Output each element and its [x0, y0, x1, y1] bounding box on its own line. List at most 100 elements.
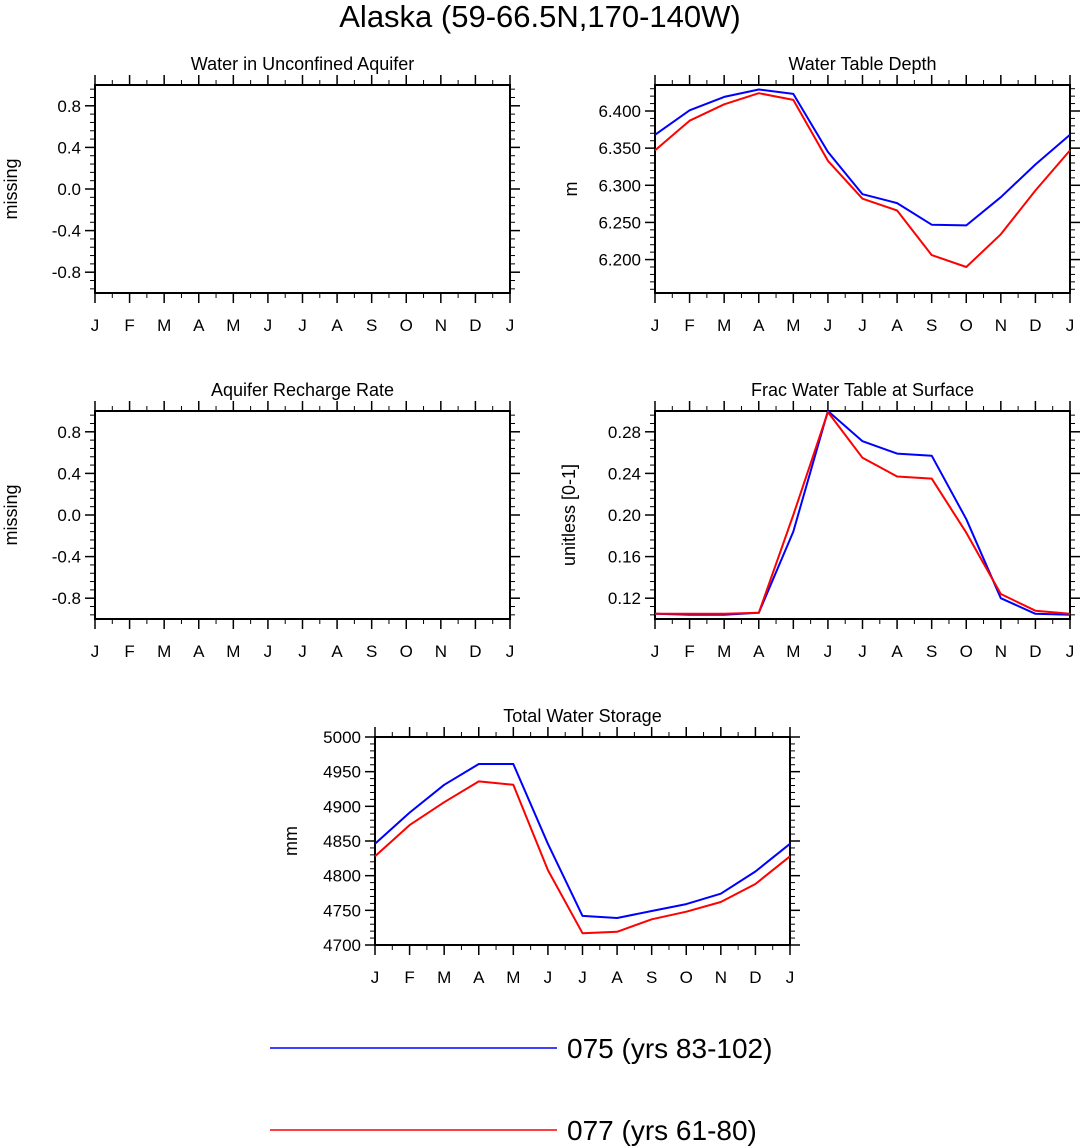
water-in-unconfined-aquifer-x-tick-label: S: [366, 316, 377, 335]
legend-label-077: 077 (yrs 61-80): [567, 1115, 757, 1146]
panel-frac-water-table-at-surface: Frac Water Table at Surface unitless [0-1…: [559, 380, 1080, 661]
total-water-storage-series-077: [374, 780, 791, 935]
panels-container: Water in Unconfined Aquifer missing J F M A M J…: [1, 54, 1080, 987]
frac-water-table-at-surface-x-tick-label: M: [786, 642, 800, 661]
water-table-depth-plot-frame: [654, 84, 1071, 294]
water-table-depth-series-075: [654, 88, 1071, 227]
total-water-storage-series-075: [374, 763, 791, 919]
water-table-depth-x-tick-label: A: [891, 316, 903, 335]
total-water-storage-x-tick-label: J: [371, 968, 380, 987]
water-in-unconfined-aquifer-title: Water in Unconfined Aquifer: [191, 54, 414, 74]
water-in-unconfined-aquifer-x-tick-label: A: [331, 316, 343, 335]
frac-water-table-at-surface-x-tick-label: J: [824, 642, 833, 661]
figure-title: Alaska (59-66.5N,170-140W): [339, 0, 740, 34]
water-table-depth-x-tick-label: O: [960, 316, 973, 335]
frac-water-table-at-surface-x-tick-label: A: [753, 642, 765, 661]
total-water-storage-x-tick-label: A: [611, 968, 623, 987]
frac-water-table-at-surface-x-tick-label: M: [717, 642, 731, 661]
water-in-unconfined-aquifer-x-tick-label: F: [124, 316, 134, 335]
frac-water-table-at-surface-x-tick-label: N: [995, 642, 1007, 661]
total-water-storage-x-tick-label: F: [404, 968, 414, 987]
water-table-depth-x-tick-label: D: [1029, 316, 1041, 335]
water-in-unconfined-aquifer-x-tick-label: M: [226, 316, 240, 335]
total-water-storage-y-tick-label: 5000: [323, 728, 361, 747]
total-water-storage-y-axis-label: mm: [281, 826, 301, 856]
aquifer-recharge-rate-x-tick-label: J: [298, 642, 307, 661]
panel-water-in-unconfined-aquifer: Water in Unconfined Aquifer missing J F M A M J…: [1, 54, 520, 335]
frac-water-table-at-surface-y-tick-label: 0.24: [608, 464, 641, 483]
frac-water-table-at-surface-title: Frac Water Table at Surface: [751, 380, 974, 400]
water-in-unconfined-aquifer-x-tick-label: J: [264, 316, 273, 335]
frac-water-table-at-surface-y-tick-label: 0.12: [608, 589, 641, 608]
water-in-unconfined-aquifer-x-tick-label: J: [298, 316, 307, 335]
aquifer-recharge-rate-x-tick-label: J: [91, 642, 100, 661]
aquifer-recharge-rate-x-tick-label: F: [124, 642, 134, 661]
frac-water-table-at-surface-y-tick-label: 0.16: [608, 548, 641, 567]
water-in-unconfined-aquifer-y-tick-label: -0.8: [52, 263, 81, 282]
water-table-depth-x-tick-label: F: [684, 316, 694, 335]
water-table-depth-x-tick-label: J: [651, 316, 660, 335]
aquifer-recharge-rate-x-tick-label: A: [193, 642, 205, 661]
aquifer-recharge-rate-y-tick-label: -0.8: [52, 589, 81, 608]
aquifer-recharge-rate-x-tick-label: J: [264, 642, 273, 661]
water-in-unconfined-aquifer-y-axis-label: missing: [1, 158, 21, 219]
total-water-storage-y-tick-label: 4900: [323, 797, 361, 816]
total-water-storage-y-tick-label: 4800: [323, 867, 361, 886]
frac-water-table-at-surface-x-tick-label: F: [684, 642, 694, 661]
aquifer-recharge-rate-y-tick-label: 0.4: [57, 464, 81, 483]
water-table-depth-x-tick-label: A: [753, 316, 765, 335]
frac-water-table-at-surface-x-tick-label: O: [960, 642, 973, 661]
water-in-unconfined-aquifer-x-tick-label: N: [435, 316, 447, 335]
water-table-depth-y-tick-label: 6.300: [598, 176, 641, 195]
frac-water-table-at-surface-x-tick-label: J: [858, 642, 867, 661]
aquifer-recharge-rate-x-tick-label: D: [469, 642, 481, 661]
frac-water-table-at-surface-x-tick-label: J: [1066, 642, 1075, 661]
water-in-unconfined-aquifer-y-tick-label: 0.0: [57, 180, 81, 199]
panel-total-water-storage: Total Water Storage mm J F M A M J J A S O N D J 5000 49…: [281, 706, 800, 987]
frac-water-table-at-surface-y-tick-label: 0.20: [608, 506, 641, 525]
aquifer-recharge-rate-x-tick-label: M: [157, 642, 171, 661]
water-table-depth-y-tick-label: 6.350: [598, 139, 641, 158]
aquifer-recharge-rate-x-tick-label: O: [400, 642, 413, 661]
total-water-storage-title: Total Water Storage: [503, 706, 661, 726]
aquifer-recharge-rate-y-axis-label: missing: [1, 484, 21, 545]
water-table-depth-x-tick-label: S: [926, 316, 937, 335]
total-water-storage-x-tick-label: A: [473, 968, 485, 987]
water-in-unconfined-aquifer-x-tick-label: D: [469, 316, 481, 335]
aquifer-recharge-rate-x-tick-label: S: [366, 642, 377, 661]
aquifer-recharge-rate-title: Aquifer Recharge Rate: [211, 380, 394, 400]
water-in-unconfined-aquifer-y-tick-label: 0.4: [57, 138, 81, 157]
frac-water-table-at-surface-series-077: [655, 411, 1071, 615]
water-table-depth-x-tick-label: M: [717, 316, 731, 335]
frac-water-table-at-surface-x-tick-label: S: [926, 642, 937, 661]
panel-water-table-depth: Water Table Depth m J F M A M J J A S O N D J 6.400 6.35…: [561, 54, 1080, 335]
water-table-depth-x-tick-label: J: [1066, 316, 1075, 335]
frac-water-table-at-surface-y-tick-label: 0.28: [608, 423, 641, 442]
total-water-storage-x-tick-label: O: [680, 968, 693, 987]
aquifer-recharge-rate-x-tick-label: J: [506, 642, 515, 661]
aquifer-recharge-rate-y-tick-label: -0.4: [52, 548, 81, 567]
water-in-unconfined-aquifer-x-tick-label: J: [91, 316, 100, 335]
water-table-depth-title: Water Table Depth: [788, 54, 936, 74]
total-water-storage-x-tick-label: S: [646, 968, 657, 987]
total-water-storage-x-tick-label: N: [715, 968, 727, 987]
frac-water-table-at-surface-x-tick-label: J: [651, 642, 660, 661]
total-water-storage-x-tick-label: J: [578, 968, 587, 987]
water-table-depth-y-tick-label: 6.400: [598, 102, 641, 121]
aquifer-recharge-rate-plot-frame: [94, 410, 511, 620]
water-in-unconfined-aquifer-x-tick-label: M: [157, 316, 171, 335]
aquifer-recharge-rate-x-tick-label: N: [435, 642, 447, 661]
aquifer-recharge-rate-y-tick-label: 0.8: [57, 423, 81, 442]
total-water-storage-x-tick-label: M: [506, 968, 520, 987]
panel-aquifer-recharge-rate: Aquifer Recharge Rate missing J F M A M J J A S O N D…: [1, 380, 520, 661]
aquifer-recharge-rate-x-tick-label: A: [331, 642, 343, 661]
total-water-storage-y-tick-label: 4700: [323, 936, 361, 955]
water-table-depth-x-tick-label: N: [995, 316, 1007, 335]
frac-water-table-at-surface-x-tick-label: D: [1029, 642, 1041, 661]
legend-label-075: 075 (yrs 83-102): [567, 1033, 772, 1064]
water-table-depth-x-tick-label: J: [824, 316, 833, 335]
total-water-storage-x-tick-label: M: [437, 968, 451, 987]
total-water-storage-y-tick-label: 4750: [323, 901, 361, 920]
water-table-depth-y-tick-label: 6.250: [598, 213, 641, 232]
water-table-depth-y-axis-label: m: [561, 182, 581, 197]
